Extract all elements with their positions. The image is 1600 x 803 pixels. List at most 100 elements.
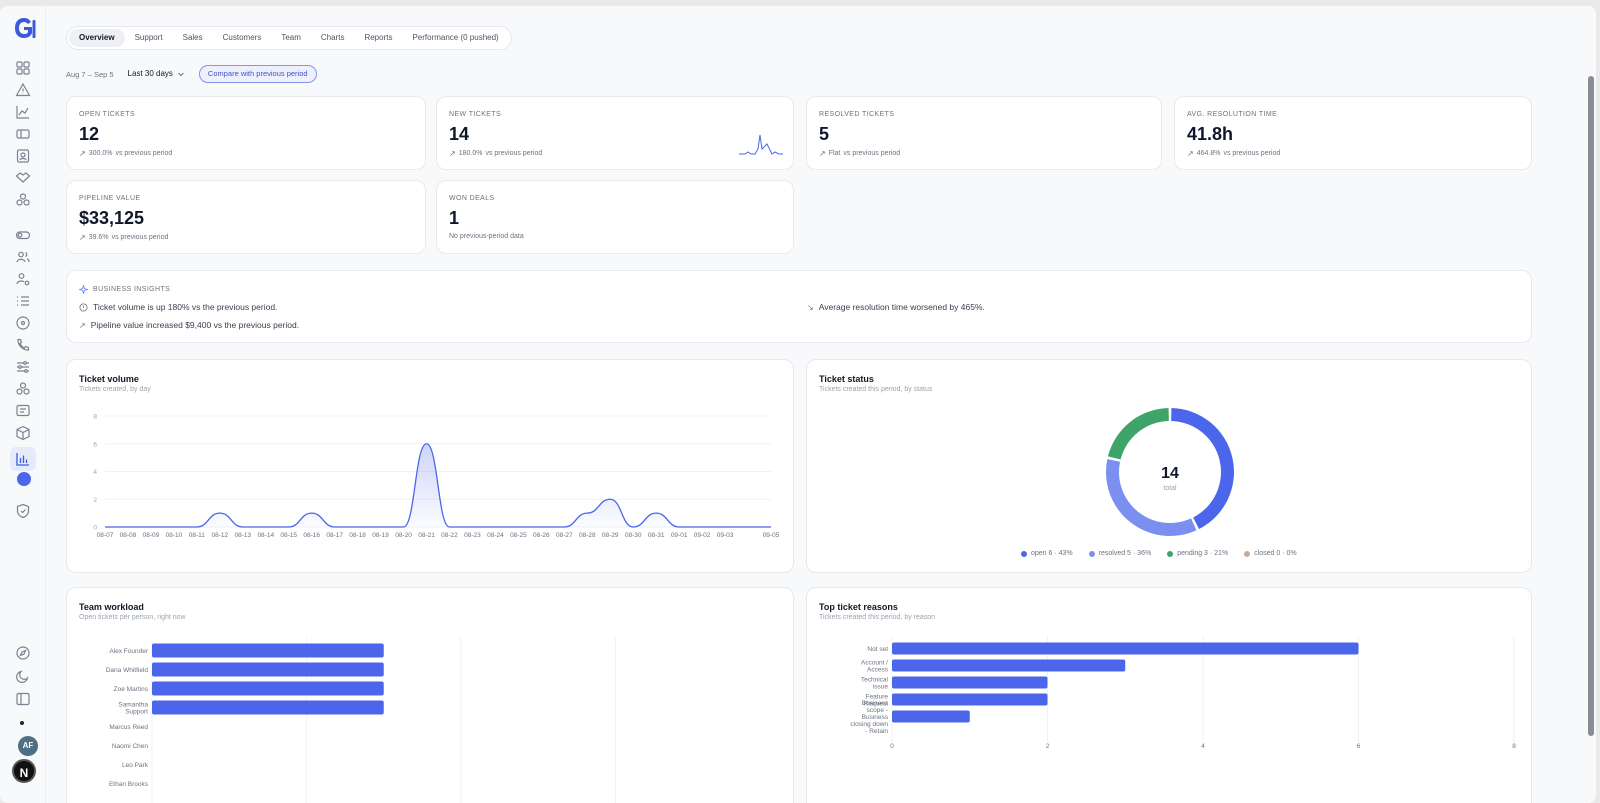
kpi-value: 14 (449, 124, 470, 144)
status-dot[interactable] (17, 472, 31, 486)
chart-title: Ticket status (819, 374, 874, 384)
kpi-change-pct: 300.0% (88, 150, 113, 157)
kpi-change-label: vs previous period (111, 234, 169, 241)
category-label: Technical issue (861, 677, 889, 691)
category-label: Ethan Brooks (109, 781, 149, 788)
ticket-status-donut: 14 total (1106, 408, 1234, 536)
x-tick-label: 08-10 (166, 532, 183, 539)
status-legend: open 6 · 43% resolved 5 · 36% pending 3 … (1021, 550, 1297, 557)
y-tick-label: 4 (93, 469, 97, 476)
x-tick-label: 08-22 (441, 532, 458, 539)
legend-item-pending[interactable]: pending 3 · 21% (1167, 550, 1228, 557)
kpi-value: 1 (449, 208, 460, 228)
trend-flat-icon: ↗ (819, 149, 826, 158)
kpi-change: ↗ Flat vs previous period (819, 149, 900, 158)
phone-icon[interactable] (15, 337, 31, 353)
bar (892, 676, 1048, 689)
kpi-change-pct: Flat (828, 150, 841, 157)
indicator-dot (20, 721, 24, 725)
x-tick-label: 08-25 (510, 532, 527, 539)
business-insights-card: BUSINESS INSIGHTS Ticket volume is up 18… (66, 270, 1532, 343)
top-reasons-chart: Not set Account / Access Technical issue Feat… (850, 636, 1516, 750)
bar (892, 710, 970, 723)
kpi-card-won-deals: WON DEALS 1 No previous-period data (436, 180, 794, 254)
compass-icon[interactable] (15, 645, 31, 661)
handshake-icon[interactable] (15, 170, 31, 186)
shield-icon[interactable] (15, 503, 31, 519)
alert-icon[interactable] (15, 82, 31, 98)
category-label: Alex Founder (109, 648, 148, 655)
moon-icon[interactable] (15, 668, 31, 684)
integrations-icon[interactable] (15, 192, 31, 208)
workflows-icon[interactable] (15, 381, 31, 397)
trend-up-icon: ↗ (79, 320, 86, 330)
messages-icon[interactable] (15, 403, 31, 419)
insight-item: ↘ Average resolution time worsened by 46… (807, 302, 985, 312)
kpi-card-new-tickets: NEW TICKETS 14 ↗ 180.0% vs previous period (436, 96, 794, 170)
user-avatar[interactable]: AF (18, 736, 38, 756)
legend-item-resolved[interactable]: resolved 5 · 36% (1088, 550, 1152, 557)
contacts-icon[interactable] (15, 148, 31, 164)
period-select[interactable]: Last 30 days (120, 65, 193, 83)
ticket-icon[interactable] (15, 126, 31, 142)
tab-sales[interactable]: Sales (182, 33, 203, 42)
legend-item-closed[interactable]: closed 0 · 0% (1244, 550, 1297, 557)
period-select-value: Last 30 days (127, 69, 173, 78)
x-tick-label: 2 (1046, 743, 1050, 750)
bar-chart-icon[interactable] (15, 451, 31, 467)
tab-overview[interactable]: Overview (69, 29, 125, 47)
dashboard-icon[interactable] (15, 60, 31, 76)
sliders-icon[interactable] (15, 359, 31, 375)
tab-charts[interactable]: Charts (320, 33, 345, 42)
target-icon[interactable] (15, 315, 31, 331)
legend-item-open[interactable]: open 6 · 43% (1021, 550, 1073, 557)
kpi-label: NEW TICKETS (449, 111, 502, 118)
x-tick-label: 08-12 (212, 532, 229, 539)
tab-team[interactable]: Team (281, 33, 301, 42)
tab-customers[interactable]: Customers (222, 33, 262, 42)
x-tick-label: 8 (1512, 743, 1516, 750)
sidebar-toggle-icon[interactable] (15, 691, 31, 707)
kpi-change-label: vs previous period (1223, 150, 1281, 157)
x-tick-label: 08-14 (257, 532, 274, 539)
x-tick-label: 08-20 (395, 532, 412, 539)
category-label: Dana Whitfield (106, 667, 149, 674)
app-logo[interactable] (14, 16, 36, 40)
insight-text: Ticket volume is up 180% vs the previous… (93, 302, 278, 312)
kpi-card-open-tickets: OPEN TICKETS 12 ↗ 300.0% vs previous perio… (66, 96, 426, 170)
legend-label: resolved 5 · 36% (1098, 550, 1152, 557)
analytics-icon[interactable] (15, 104, 31, 120)
donut-slice-resolved (1106, 459, 1197, 536)
insights-title: BUSINESS INSIGHTS (79, 285, 170, 294)
team-workload-card: Team workload Open tickets per person, r… (66, 587, 794, 803)
x-tick-label: 0 (890, 743, 894, 750)
user-settings-icon[interactable] (15, 271, 31, 287)
x-tick-label: 08-15 (280, 532, 297, 539)
workspace-badge[interactable]: N (12, 759, 36, 783)
kpi-label: RESOLVED TICKETS (819, 111, 895, 118)
package-icon[interactable] (15, 425, 31, 441)
bar (892, 659, 1126, 672)
category-label: Account / Access (861, 660, 889, 674)
toggle-icon[interactable] (15, 227, 31, 243)
x-tick-label: 09-01 (671, 532, 688, 539)
legend-label: closed 0 · 0% (1254, 550, 1297, 557)
page-scrollbar[interactable] (1588, 76, 1594, 736)
category-label: Feature Request (864, 694, 889, 708)
tab-performance[interactable]: Performance (0 pushed) (412, 33, 499, 42)
x-tick-label: 08-26 (533, 532, 550, 539)
trend-down-icon: ↘ (807, 302, 814, 312)
ticket-volume-chart: 0 2 4 6 8 08-07 08-08 08-09 08-10 08-11 08-12 08-13… (93, 414, 779, 540)
tab-reports[interactable]: Reports (364, 33, 393, 42)
donut-slice-pending (1107, 408, 1169, 460)
x-tick-label: 4 (1201, 743, 1205, 750)
kpi-label: OPEN TICKETS (79, 111, 136, 118)
filter-row: Aug 7 – Sep 5 Last 30 days Compare with … (66, 64, 317, 84)
users-icon[interactable] (15, 249, 31, 265)
x-tick-label: 08-30 (625, 532, 642, 539)
list-icon[interactable] (15, 293, 31, 309)
legend-label: pending 3 · 21% (1177, 550, 1229, 557)
chart-subtitle: Open tickets per person, right now (79, 614, 186, 621)
tab-support[interactable]: Support (134, 33, 163, 42)
compare-button[interactable]: Compare with previous period (198, 65, 317, 83)
